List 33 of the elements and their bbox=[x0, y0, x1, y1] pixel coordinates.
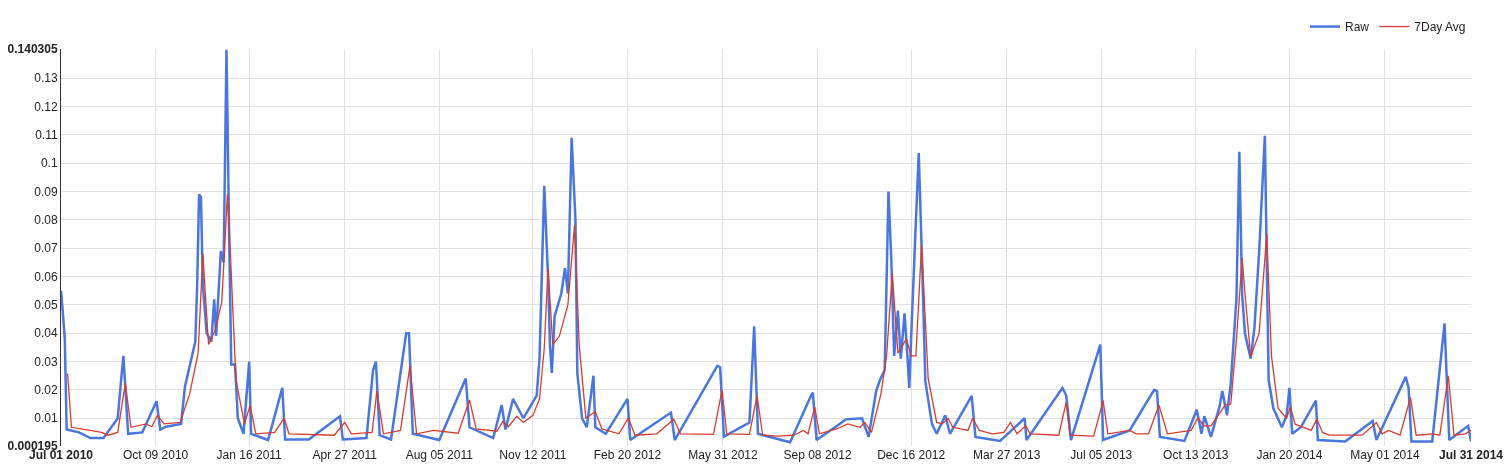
x-tick-label: May 01 2014 bbox=[1350, 448, 1420, 462]
x-tick-label: Sep 08 2012 bbox=[783, 448, 852, 462]
line-series bbox=[61, 49, 1471, 444]
y-tick-label: 0.05 bbox=[34, 298, 58, 313]
y-tick-label: 0.140305 bbox=[7, 42, 58, 57]
x-tick-label: Nov 12 2011 bbox=[499, 448, 567, 462]
y-tick-label: 0.12 bbox=[34, 99, 58, 114]
x-tick-label: Jul 05 2013 bbox=[1070, 448, 1133, 462]
y-tick-label: 0.07 bbox=[34, 241, 58, 256]
x-tick-label: Jan 16 2011 bbox=[216, 448, 283, 462]
y-tick-label: 0.06 bbox=[34, 269, 58, 284]
legend-label: 7Day Avg bbox=[1414, 20, 1466, 35]
line-series bbox=[66, 193, 1471, 437]
y-tick-label: 0.09 bbox=[34, 184, 58, 199]
x-tick-label: Feb 20 2012 bbox=[593, 448, 662, 462]
x-tick-label: Mar 27 2013 bbox=[972, 448, 1041, 462]
x-tick-label: Dec 16 2012 bbox=[877, 448, 946, 462]
x-tick-label: Jul 31 2014 bbox=[1438, 448, 1504, 462]
x-tick-label: Jan 20 2014 bbox=[1256, 448, 1323, 462]
y-tick-label: 0.02 bbox=[34, 383, 58, 398]
x-tick-label: Aug 05 2011 bbox=[405, 448, 474, 462]
x-tick-label: Apr 27 2011 bbox=[312, 448, 378, 462]
x-tick-label: Oct 13 2013 bbox=[1163, 448, 1229, 462]
y-tick-label: 0.03 bbox=[34, 354, 58, 369]
y-tick-label: 0.08 bbox=[34, 213, 58, 228]
y-tick-label: 0.11 bbox=[35, 128, 58, 143]
y-tick-label: 0.01 bbox=[34, 411, 58, 426]
y-tick-label: 0.1 bbox=[40, 156, 58, 171]
legend-label: Raw bbox=[1345, 20, 1370, 35]
x-tick-label: May 31 2012 bbox=[688, 448, 758, 462]
y-tick-label: 0.13 bbox=[34, 71, 58, 86]
y-tick-label: 0.04 bbox=[34, 326, 58, 341]
x-tick-label: Oct 09 2010 bbox=[122, 448, 189, 462]
